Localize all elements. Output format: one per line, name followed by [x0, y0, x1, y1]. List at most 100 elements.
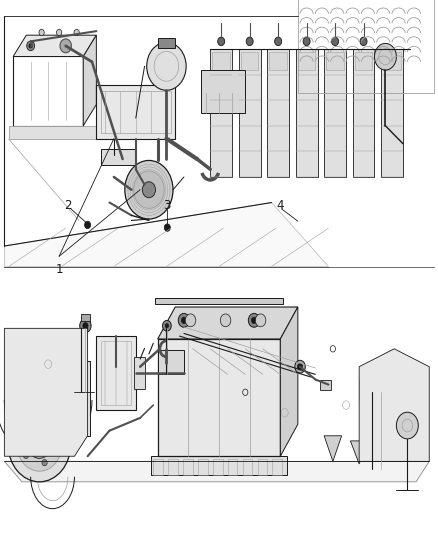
- Bar: [198, 459, 208, 475]
- Bar: [228, 459, 237, 475]
- Circle shape: [134, 171, 164, 208]
- Bar: [158, 350, 184, 374]
- Bar: [13, 56, 83, 126]
- Polygon shape: [4, 203, 328, 266]
- Text: 4: 4: [276, 199, 284, 212]
- Polygon shape: [350, 441, 368, 464]
- Bar: [153, 459, 163, 475]
- Circle shape: [62, 41, 70, 51]
- Bar: [239, 49, 261, 177]
- Bar: [381, 49, 403, 177]
- Bar: [298, 0, 434, 93]
- Circle shape: [165, 324, 169, 328]
- Text: 3: 3: [163, 199, 170, 212]
- Circle shape: [23, 429, 28, 435]
- Bar: [101, 341, 131, 405]
- Circle shape: [39, 29, 44, 36]
- Circle shape: [27, 429, 52, 458]
- Polygon shape: [359, 349, 429, 462]
- Bar: [210, 49, 232, 177]
- Circle shape: [29, 44, 32, 48]
- Polygon shape: [158, 307, 298, 339]
- Bar: [320, 380, 331, 390]
- Polygon shape: [280, 307, 298, 456]
- Bar: [155, 298, 283, 304]
- Bar: [359, 378, 394, 400]
- Bar: [267, 49, 289, 177]
- Circle shape: [295, 360, 305, 373]
- Bar: [9, 126, 101, 139]
- Polygon shape: [83, 35, 96, 126]
- Circle shape: [360, 37, 367, 46]
- Circle shape: [80, 319, 91, 333]
- Circle shape: [17, 416, 62, 471]
- Bar: [296, 49, 318, 177]
- Circle shape: [74, 29, 79, 36]
- Bar: [269, 52, 287, 70]
- Circle shape: [396, 412, 418, 439]
- Bar: [212, 52, 230, 70]
- Circle shape: [85, 221, 91, 229]
- Polygon shape: [4, 462, 429, 482]
- Circle shape: [60, 39, 71, 53]
- Circle shape: [297, 364, 303, 370]
- Bar: [183, 459, 193, 475]
- Circle shape: [255, 314, 266, 327]
- Bar: [241, 52, 258, 70]
- Circle shape: [23, 452, 28, 458]
- Bar: [96, 336, 136, 410]
- Bar: [324, 49, 346, 177]
- Circle shape: [275, 37, 282, 46]
- Circle shape: [220, 314, 231, 327]
- Circle shape: [8, 405, 71, 482]
- Text: 2: 2: [64, 199, 72, 212]
- Bar: [213, 459, 223, 475]
- Bar: [168, 459, 178, 475]
- Circle shape: [64, 44, 67, 48]
- Polygon shape: [13, 35, 96, 56]
- Bar: [272, 459, 282, 475]
- Bar: [243, 459, 252, 475]
- Polygon shape: [324, 436, 342, 462]
- Bar: [101, 149, 136, 165]
- Circle shape: [303, 37, 310, 46]
- Circle shape: [181, 317, 187, 324]
- Circle shape: [142, 182, 155, 198]
- Circle shape: [53, 440, 59, 447]
- Bar: [355, 52, 372, 70]
- Bar: [134, 357, 145, 389]
- Circle shape: [57, 29, 62, 36]
- Circle shape: [162, 320, 171, 331]
- Circle shape: [178, 313, 190, 327]
- Bar: [96, 85, 175, 139]
- Circle shape: [42, 421, 47, 427]
- Bar: [74, 361, 90, 436]
- Circle shape: [248, 313, 260, 327]
- Bar: [383, 52, 401, 70]
- Bar: [298, 52, 315, 70]
- Circle shape: [218, 37, 225, 46]
- Bar: [353, 49, 374, 177]
- Circle shape: [246, 37, 253, 46]
- Text: 1: 1: [55, 263, 63, 276]
- Circle shape: [374, 43, 396, 70]
- Bar: [81, 314, 90, 321]
- Bar: [158, 38, 175, 47]
- Circle shape: [251, 317, 257, 324]
- Circle shape: [42, 459, 47, 466]
- Circle shape: [164, 224, 170, 231]
- Bar: [258, 459, 267, 475]
- Bar: [326, 52, 344, 70]
- Circle shape: [125, 160, 173, 219]
- Bar: [151, 456, 287, 475]
- Circle shape: [83, 322, 88, 329]
- Circle shape: [147, 42, 186, 90]
- Circle shape: [35, 438, 44, 449]
- Polygon shape: [4, 328, 88, 456]
- Circle shape: [332, 37, 339, 46]
- Bar: [101, 91, 171, 133]
- Circle shape: [27, 41, 35, 51]
- Circle shape: [185, 314, 196, 327]
- Bar: [201, 70, 245, 113]
- Bar: [158, 339, 280, 456]
